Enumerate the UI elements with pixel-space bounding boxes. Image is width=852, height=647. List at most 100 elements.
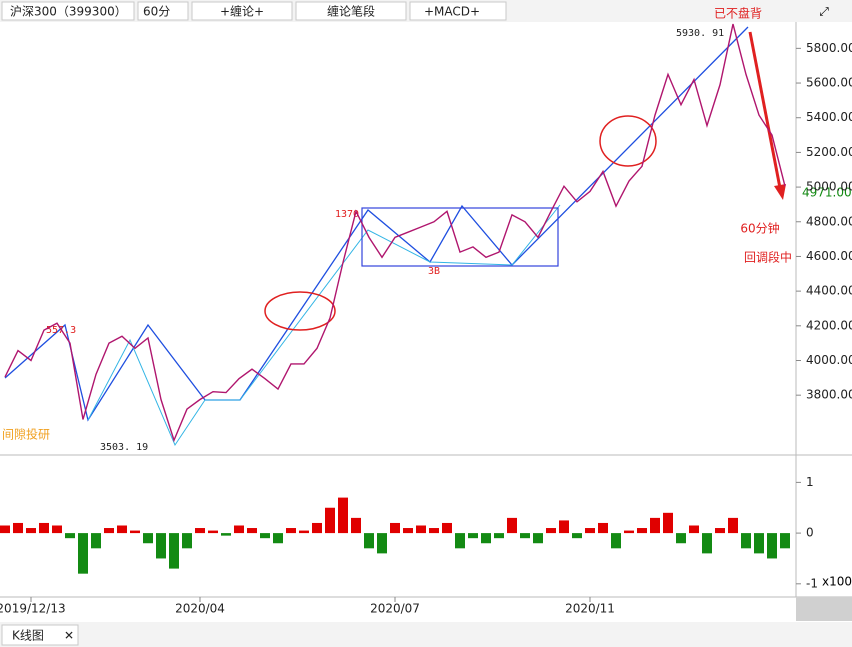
macd-bar bbox=[481, 533, 491, 544]
macd-bar bbox=[416, 525, 426, 534]
macd-bar bbox=[624, 530, 634, 534]
macd-bar bbox=[598, 522, 608, 534]
macd-bar bbox=[390, 522, 400, 534]
toolbar-button[interactable] bbox=[295, 1, 407, 21]
y-tick-label: -1 bbox=[806, 576, 818, 590]
macd-bar bbox=[650, 517, 660, 534]
macd-bar bbox=[273, 533, 283, 544]
arrow-head bbox=[774, 184, 786, 200]
macd-bar bbox=[754, 533, 764, 554]
macd-bar bbox=[364, 533, 374, 549]
tab-close[interactable]: ✕ bbox=[64, 629, 74, 643]
stroke-lines bbox=[4, 26, 749, 422]
macd-bar bbox=[611, 533, 621, 549]
macd-bar bbox=[182, 533, 192, 549]
macd-bar bbox=[377, 533, 387, 554]
macd-bar bbox=[520, 533, 530, 539]
macd-bar bbox=[546, 528, 556, 534]
last-price: 4971.00 bbox=[802, 186, 852, 200]
annotation: 3503. 19 bbox=[100, 442, 148, 453]
macd-bar bbox=[169, 533, 179, 569]
annotation: 5930. 91 bbox=[676, 28, 724, 39]
macd-bar bbox=[117, 525, 127, 534]
macd-bar bbox=[143, 533, 153, 544]
toolbar-button[interactable] bbox=[191, 1, 293, 21]
macd-bar bbox=[78, 533, 88, 574]
arrow bbox=[748, 31, 782, 189]
x-tick-label: 2020/07 bbox=[370, 602, 420, 616]
macd-bar bbox=[221, 533, 231, 536]
macd-bar bbox=[65, 533, 75, 539]
macd-bar bbox=[195, 528, 205, 534]
toolbar-text: 沪深300（399300） bbox=[10, 5, 127, 19]
y-tick-label: 5400.00 bbox=[806, 110, 852, 124]
macd-bar bbox=[91, 533, 101, 549]
macd-bar bbox=[104, 528, 114, 534]
macd-bar bbox=[234, 525, 244, 534]
macd-bar bbox=[468, 533, 478, 539]
macd-bar bbox=[39, 522, 49, 534]
macd-bar bbox=[52, 525, 62, 534]
y-tick-label: 4800.00 bbox=[806, 214, 852, 228]
y-tick-label: 5200.00 bbox=[806, 145, 852, 159]
tab[interactable] bbox=[1, 624, 79, 646]
macd-bar bbox=[637, 528, 647, 534]
macd-bar bbox=[533, 533, 543, 544]
macd-bar bbox=[676, 533, 686, 544]
annotation: 3B bbox=[428, 266, 440, 277]
macd-bar bbox=[689, 525, 699, 534]
macd-bar bbox=[351, 517, 361, 534]
toolbar-text: 60分 bbox=[143, 5, 170, 19]
tab-label: K线图 bbox=[12, 629, 44, 643]
macd-bar bbox=[494, 533, 504, 539]
macd-bar bbox=[715, 528, 725, 534]
macd-bar bbox=[663, 512, 673, 534]
y-tick-label: 1 bbox=[806, 475, 814, 489]
macd-bar bbox=[13, 522, 23, 534]
macd-bar bbox=[286, 528, 296, 534]
annotation: 间隙投研 bbox=[2, 427, 50, 442]
price-tag bbox=[798, 184, 850, 202]
annotation: 1370 bbox=[335, 209, 359, 220]
x-tick-label: 2020/04 bbox=[175, 602, 225, 616]
fullscreen-icon[interactable]: ⤢ bbox=[818, 5, 829, 19]
y-tick-label: 4000.00 bbox=[806, 353, 852, 367]
macd-bar bbox=[403, 528, 413, 534]
macd-bar bbox=[455, 533, 465, 549]
toolbar-text: 缠论笔段 bbox=[327, 4, 375, 19]
toolbar-button[interactable] bbox=[137, 1, 189, 21]
macd-bar bbox=[780, 533, 790, 549]
macd-bar bbox=[559, 520, 569, 534]
toolbar-button[interactable] bbox=[409, 1, 507, 21]
macd-bar bbox=[728, 517, 738, 534]
tab-bar bbox=[0, 622, 852, 647]
macd-bar bbox=[585, 528, 595, 534]
macd-bar bbox=[260, 533, 270, 539]
macd-bar bbox=[767, 533, 777, 559]
annotation: 已不盘背 bbox=[714, 6, 762, 21]
macd-bar bbox=[702, 533, 712, 554]
y-tick-label: 4200.00 bbox=[806, 318, 852, 332]
macd-bar bbox=[338, 497, 348, 534]
y-tick-label: 4400.00 bbox=[806, 284, 852, 298]
toolbar-text: +MACD+ bbox=[424, 5, 480, 19]
toolbar-text: +缠论+ bbox=[220, 4, 264, 19]
macd-bar bbox=[0, 525, 10, 534]
price-line bbox=[4, 23, 786, 443]
toolbar-button[interactable] bbox=[1, 1, 135, 21]
y-tick-label: 4600.00 bbox=[806, 249, 852, 263]
gap-circle bbox=[599, 115, 657, 167]
y-tick-label: 3800.00 bbox=[806, 388, 852, 402]
annotation: 60分钟 bbox=[740, 221, 779, 236]
y-tick-label: 0 bbox=[806, 526, 814, 540]
pivot-box bbox=[361, 207, 559, 267]
x-tick-label: 2020/11 bbox=[565, 602, 615, 616]
macd-bar bbox=[247, 528, 257, 534]
corner bbox=[796, 597, 852, 621]
unit-label: x100 bbox=[822, 575, 852, 589]
segment-lines bbox=[87, 204, 561, 447]
macd-bar bbox=[507, 517, 517, 534]
macd-bar bbox=[299, 530, 309, 534]
annotation: 回调段中 bbox=[744, 250, 792, 265]
